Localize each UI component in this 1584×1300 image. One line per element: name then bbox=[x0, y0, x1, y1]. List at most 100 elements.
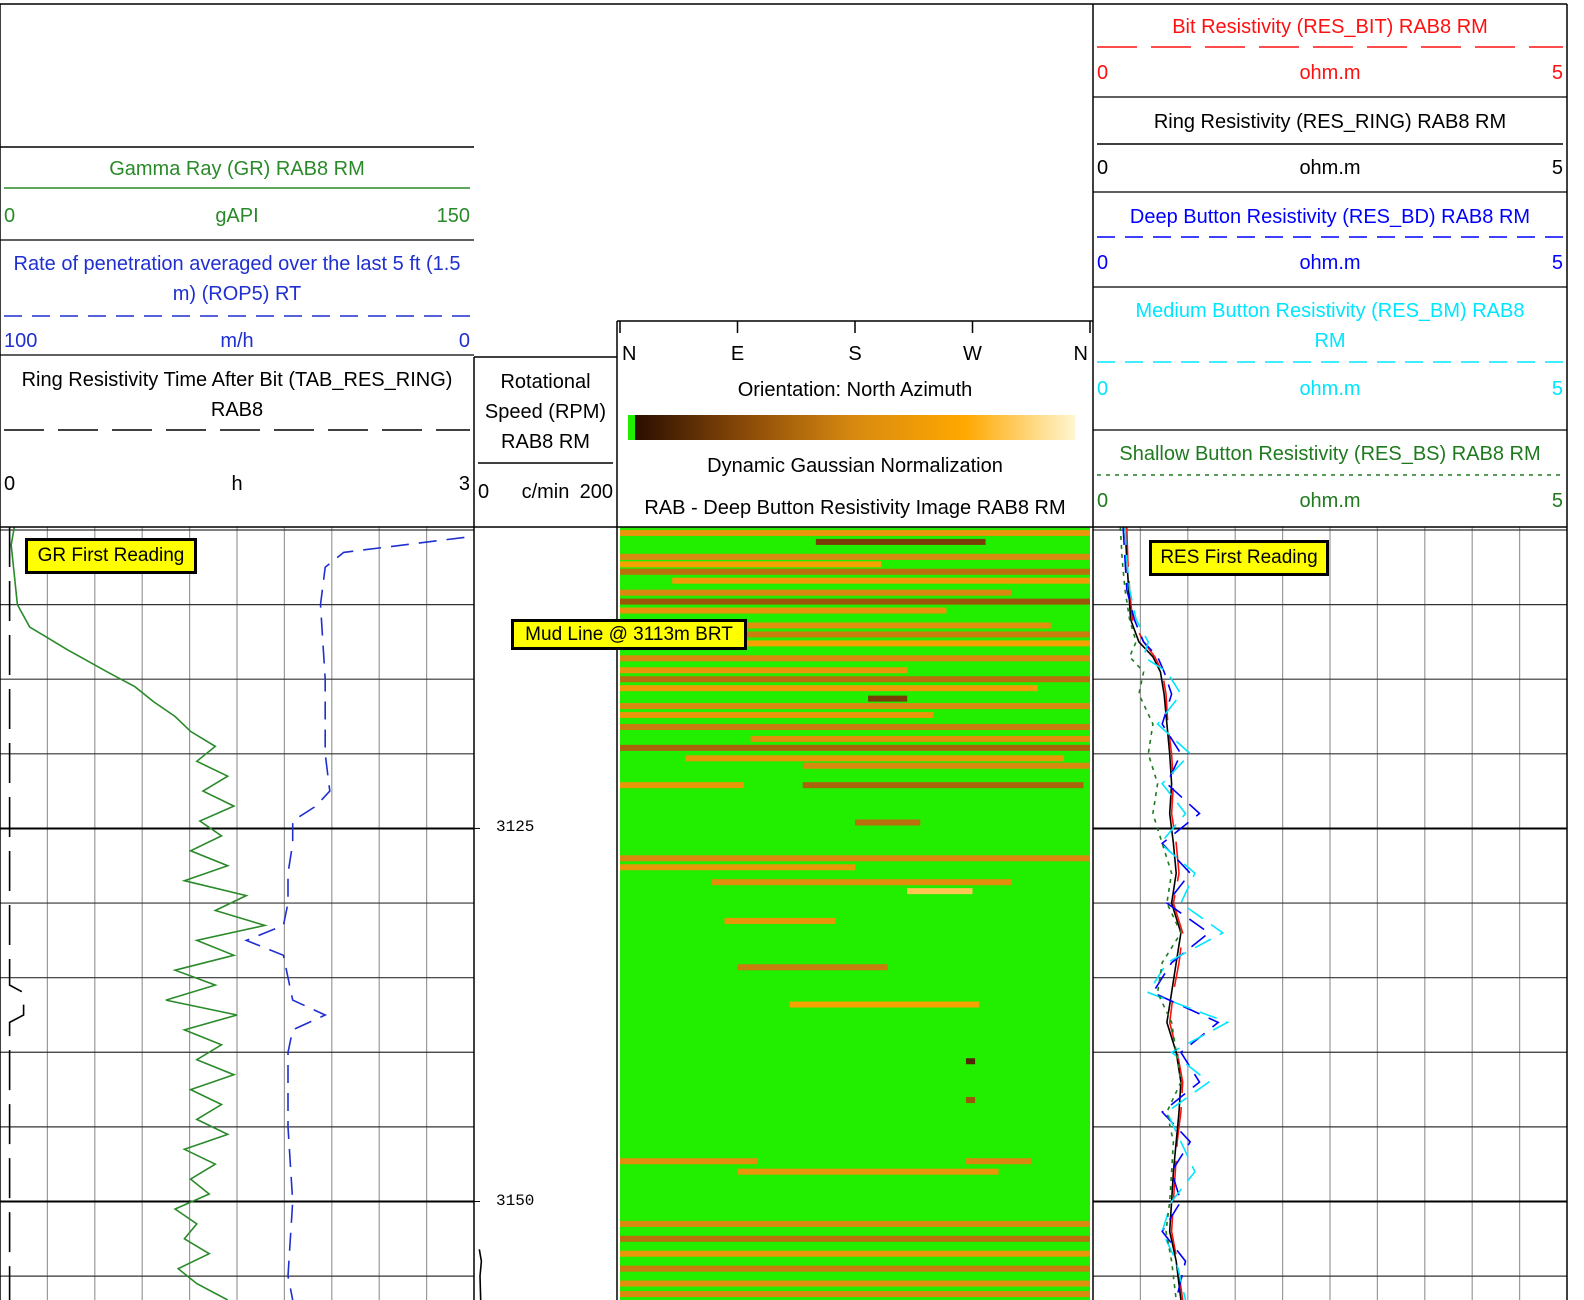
image-streak bbox=[620, 667, 907, 673]
image-streak bbox=[711, 879, 1011, 885]
scale-min: 100 bbox=[4, 326, 64, 356]
image-streak bbox=[966, 1058, 975, 1064]
azimuth-label: W bbox=[943, 339, 1003, 369]
scale-max: 3 bbox=[410, 469, 470, 499]
scale-max: 5 bbox=[1503, 153, 1563, 183]
curve-name: Deep Button Resistivity (RES_BD) RAB8 RM bbox=[1098, 198, 1562, 235]
image-streak bbox=[620, 608, 946, 614]
curve-name: Bit Resistivity (RES_BIT) RAB8 RM bbox=[1098, 8, 1562, 45]
scale-min: 0 bbox=[1097, 374, 1157, 404]
image-streak bbox=[620, 782, 744, 788]
scale-min: 0 bbox=[1097, 58, 1157, 88]
image-streak bbox=[620, 1291, 1090, 1297]
colorbar-missing bbox=[628, 415, 635, 440]
scale-unit: ohm.m bbox=[1280, 153, 1380, 183]
image-streak bbox=[620, 599, 1090, 605]
scale-max: 150 bbox=[410, 201, 470, 231]
image-streak bbox=[620, 530, 1090, 536]
image-streak bbox=[751, 736, 1090, 742]
scale-unit: ohm.m bbox=[1280, 486, 1380, 516]
image-streak bbox=[620, 712, 933, 718]
scale-unit: gAPI bbox=[187, 201, 287, 231]
image-streak bbox=[855, 819, 920, 825]
image-streak bbox=[620, 561, 881, 567]
curve-name: Gamma Ray (GR) RAB8 RM bbox=[5, 150, 469, 187]
image-streak bbox=[698, 640, 1090, 646]
image-streak bbox=[620, 745, 1090, 751]
scale-max: 5 bbox=[1503, 486, 1563, 516]
image-streak bbox=[620, 590, 1012, 596]
scale-max: 5 bbox=[1503, 248, 1563, 278]
image-streak bbox=[620, 685, 1038, 691]
image-streak bbox=[620, 724, 1090, 730]
depth-label: 3125 bbox=[496, 818, 556, 838]
image-streak bbox=[907, 888, 972, 894]
image-streak bbox=[620, 655, 1090, 661]
image-streak bbox=[620, 1266, 1090, 1272]
image-streak bbox=[803, 782, 1084, 788]
image-streak bbox=[816, 539, 986, 545]
image-streak bbox=[620, 1251, 1090, 1257]
image-streak bbox=[966, 1097, 975, 1103]
annotation: RES First Reading bbox=[1149, 540, 1329, 576]
scale-unit: ohm.m bbox=[1280, 374, 1380, 404]
image-streak bbox=[620, 864, 855, 870]
log-curve bbox=[1120, 527, 1181, 1300]
image-streak bbox=[868, 696, 907, 702]
annotation: GR First Reading bbox=[25, 538, 197, 574]
image-streak bbox=[685, 755, 1064, 761]
azimuth-label: E bbox=[708, 339, 768, 369]
scale-min: 0 bbox=[1097, 248, 1157, 278]
image-streak bbox=[620, 1221, 1090, 1227]
curve-name: Ring Resistivity Time After Bit (TAB_RES… bbox=[5, 362, 469, 428]
log-curve bbox=[11, 527, 265, 1300]
image-streak bbox=[620, 855, 1090, 861]
log-curve bbox=[1123, 527, 1218, 1300]
scale-max: 5 bbox=[1503, 58, 1563, 88]
log-canvas bbox=[0, 0, 1584, 1300]
image-streak bbox=[790, 1002, 979, 1008]
scale-unit: h bbox=[187, 469, 287, 499]
image-title: RAB - Deep Button Resistivity Image RAB8… bbox=[617, 493, 1093, 523]
scale-max: 200 bbox=[553, 477, 613, 507]
image-streak bbox=[738, 1169, 999, 1175]
image-streak bbox=[620, 569, 1090, 575]
colorbar bbox=[635, 415, 1075, 440]
image-streak bbox=[620, 676, 1090, 682]
azimuth-label: N bbox=[1028, 339, 1088, 369]
image-streak bbox=[966, 1158, 1031, 1164]
curve-name: Shallow Button Resistivity (RES_BS) RAB8… bbox=[1098, 435, 1562, 472]
normalization-label: Dynamic Gaussian Normalization bbox=[617, 451, 1093, 481]
log-curve bbox=[479, 1249, 481, 1300]
azimuth-label: N bbox=[622, 339, 682, 369]
orientation-label: Orientation: North Azimuth bbox=[617, 375, 1093, 405]
scale-min: 0 bbox=[4, 469, 64, 499]
scale-min: 0 bbox=[1097, 153, 1157, 183]
log-curve bbox=[10, 527, 24, 1300]
scale-unit: ohm.m bbox=[1280, 58, 1380, 88]
scale-min: 0 bbox=[4, 201, 64, 231]
image-streak bbox=[724, 918, 835, 924]
image-streak bbox=[620, 1281, 1090, 1287]
image-streak bbox=[620, 1158, 757, 1164]
depth-label: 3150 bbox=[496, 1192, 556, 1212]
curve-name: Rotational Speed (RPM) RAB8 RM bbox=[479, 364, 612, 460]
curve-name: Rate of penetration averaged over the la… bbox=[5, 246, 469, 312]
curve-name: Medium Button Resistivity (RES_BM) RAB8 … bbox=[1130, 293, 1530, 359]
annotation: Mud Line @ 3113m BRT bbox=[511, 619, 747, 650]
well-log-view: NESWNOrientation: North AzimuthDynamic G… bbox=[0, 0, 1584, 1300]
azimuth-label: S bbox=[825, 339, 885, 369]
scale-unit: m/h bbox=[187, 326, 287, 356]
scale-unit: ohm.m bbox=[1280, 248, 1380, 278]
image-streak bbox=[620, 554, 1090, 560]
scale-max: 5 bbox=[1503, 374, 1563, 404]
image-streak bbox=[620, 1236, 1090, 1242]
scale-min: 0 bbox=[1097, 486, 1157, 516]
scale-max: 0 bbox=[410, 326, 470, 356]
image-streak bbox=[672, 578, 1090, 584]
image-streak bbox=[738, 964, 888, 970]
image-streak bbox=[620, 703, 1090, 709]
curve-name: Ring Resistivity (RES_RING) RAB8 RM bbox=[1098, 103, 1562, 140]
image-streak bbox=[803, 763, 1090, 769]
log-curve bbox=[246, 537, 464, 1300]
